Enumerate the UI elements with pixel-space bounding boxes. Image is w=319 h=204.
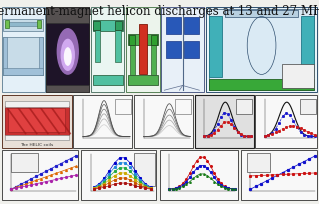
Bar — [5, 106, 69, 135]
Bar — [37, 21, 41, 29]
Bar — [166, 42, 181, 59]
Bar — [95, 31, 100, 63]
Bar — [5, 21, 9, 29]
Bar — [3, 38, 43, 76]
Bar — [2, 96, 72, 148]
Bar — [166, 18, 181, 35]
Ellipse shape — [64, 48, 72, 67]
Bar — [151, 45, 156, 76]
Ellipse shape — [61, 40, 75, 72]
Bar — [134, 153, 155, 186]
Bar — [3, 69, 43, 76]
Bar — [115, 31, 121, 63]
Bar — [39, 38, 43, 76]
Bar — [241, 150, 317, 200]
Bar — [126, 8, 160, 93]
Bar — [93, 21, 123, 32]
Bar — [184, 42, 199, 59]
Bar — [128, 35, 158, 46]
Bar — [134, 96, 193, 148]
Bar — [175, 100, 191, 114]
Bar — [93, 76, 123, 86]
Ellipse shape — [57, 29, 79, 75]
Bar — [139, 25, 146, 74]
Bar — [3, 38, 7, 76]
Bar — [160, 150, 238, 200]
Bar — [81, 150, 156, 200]
Bar — [195, 96, 254, 148]
Bar — [236, 100, 252, 114]
Bar — [247, 153, 270, 172]
Text: Permanent-magnet helicon discharges at 13 and 27 MHz: Permanent-magnet helicon discharges at 1… — [0, 5, 319, 18]
Bar — [161, 8, 204, 93]
Bar — [255, 96, 317, 148]
Bar — [206, 8, 317, 93]
Bar — [300, 100, 316, 114]
Bar — [209, 80, 314, 91]
Bar — [225, 11, 298, 18]
Bar — [6, 23, 40, 27]
Bar — [46, 86, 89, 93]
Bar — [209, 10, 314, 91]
Bar — [11, 153, 38, 172]
Bar — [2, 8, 45, 93]
Bar — [5, 135, 69, 141]
Bar — [46, 8, 89, 23]
Bar — [2, 150, 78, 200]
Bar — [130, 45, 135, 76]
Text: The HELIC coils: The HELIC coils — [20, 143, 53, 147]
Bar — [3, 20, 43, 32]
Bar — [115, 100, 131, 114]
Bar — [184, 18, 199, 35]
Bar — [115, 22, 122, 31]
Bar — [46, 8, 89, 93]
Bar — [128, 76, 158, 86]
Bar — [73, 96, 132, 148]
Bar — [151, 36, 157, 45]
Bar — [93, 22, 100, 31]
Bar — [8, 109, 65, 132]
Bar — [5, 101, 69, 107]
Bar — [209, 17, 222, 78]
Bar — [91, 8, 124, 93]
Bar — [129, 36, 135, 45]
Bar — [301, 17, 314, 78]
Bar — [282, 65, 314, 89]
